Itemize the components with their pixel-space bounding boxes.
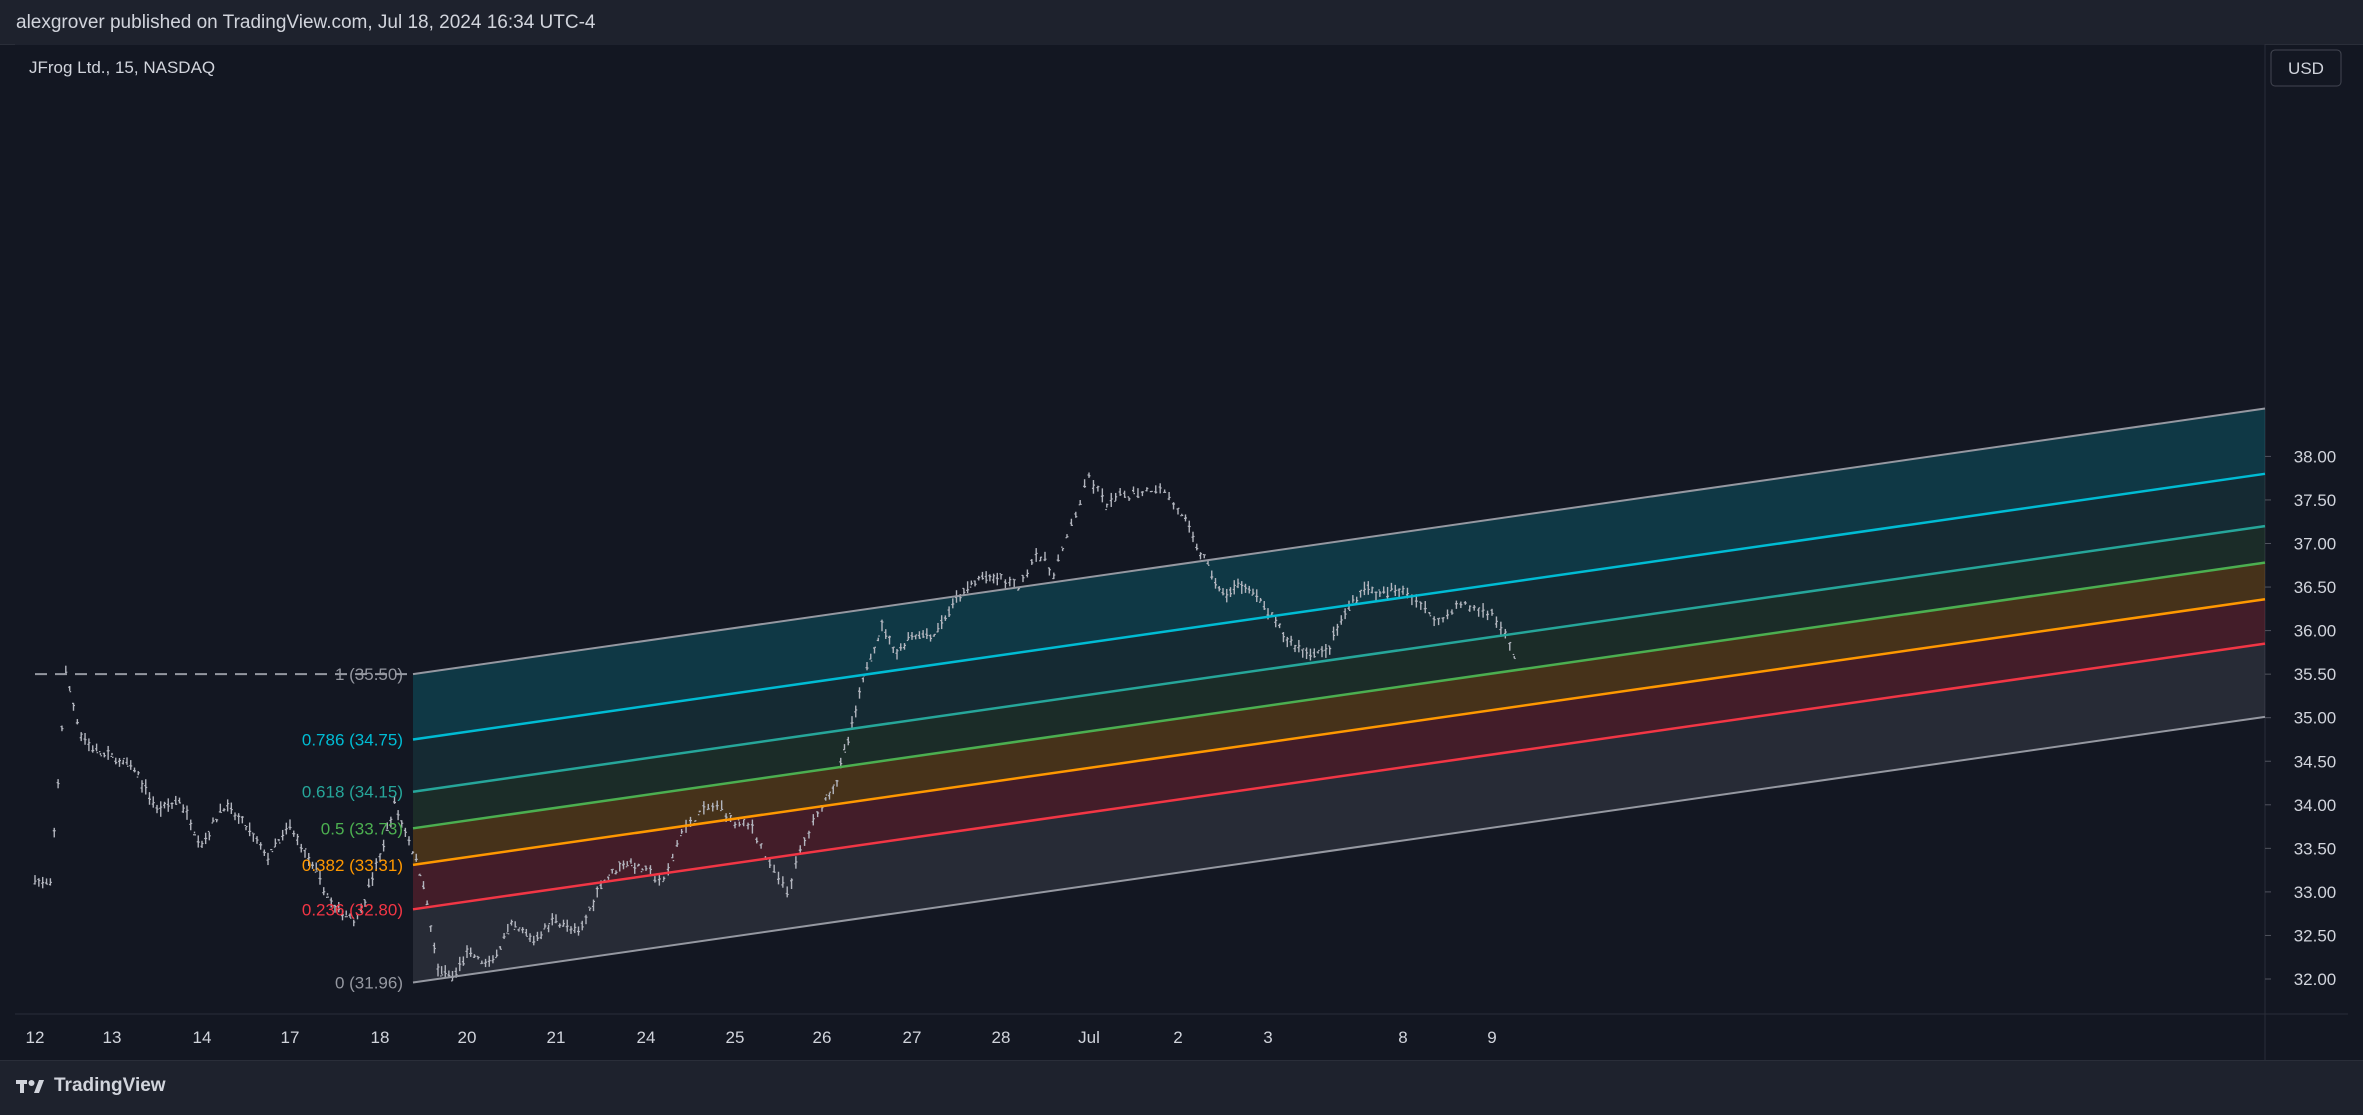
time-tick-label: 20 bbox=[458, 1028, 477, 1047]
fib-labels: 1 (35.50) 0.786 (34.75) 0.618 (34.15) 0.5 (… bbox=[302, 665, 403, 992]
tradingview-logo-icon bbox=[16, 1080, 44, 1093]
price-tick-label: 34.50 bbox=[2294, 752, 2337, 771]
price-tick-label: 36.00 bbox=[2294, 622, 2337, 641]
fib-level-label: 0.5 (33.73) bbox=[321, 819, 403, 838]
time-tick-label: 18 bbox=[371, 1028, 390, 1047]
plot-area[interactable] bbox=[15, 44, 2265, 1014]
currency-button[interactable]: USD bbox=[2270, 49, 2342, 87]
publish-header: alexgrover published on TradingView.com,… bbox=[0, 0, 2363, 45]
time-tick-label: 21 bbox=[547, 1028, 566, 1047]
time-tick-label: 12 bbox=[26, 1028, 45, 1047]
time-tick-label: 8 bbox=[1398, 1028, 1407, 1047]
price-bars bbox=[33, 472, 1516, 982]
fib-level-label: 0.382 (33.31) bbox=[302, 856, 403, 875]
time-tick-label: 13 bbox=[103, 1028, 122, 1047]
time-tick-label: 24 bbox=[637, 1028, 656, 1047]
fib-level-label: 0.236 (32.80) bbox=[302, 900, 403, 919]
price-tick-label: 37.50 bbox=[2294, 491, 2337, 510]
time-tick-label: 27 bbox=[903, 1028, 922, 1047]
price-tick-label: 37.00 bbox=[2294, 535, 2337, 554]
time-tick-label: 2 bbox=[1173, 1028, 1182, 1047]
time-tick-label: 14 bbox=[193, 1028, 212, 1047]
fib-lines[interactable] bbox=[35, 407, 2266, 984]
price-tick-label: 32.00 bbox=[2294, 970, 2337, 989]
price-tick-label: 34.00 bbox=[2294, 796, 2337, 815]
fib-level-line[interactable] bbox=[412, 642, 2266, 911]
time-tick-label: Jul bbox=[1078, 1028, 1100, 1047]
fib-level-line[interactable] bbox=[412, 598, 2266, 867]
fib-fills bbox=[413, 408, 2265, 983]
fib-level-label: 1 (35.50) bbox=[335, 665, 403, 684]
time-axis[interactable]: 12 13 14 17 18 20 21 24 25 26 27 28 Jul 2 3 8 9 bbox=[26, 1028, 1497, 1047]
fib-band-fill bbox=[413, 562, 2265, 865]
price-tick-label: 35.50 bbox=[2294, 665, 2337, 684]
price-tick-label: 33.50 bbox=[2294, 839, 2337, 858]
price-chart[interactable]: 1 (35.50) 0.786 (34.75) 0.618 (34.15) 0.5 (… bbox=[15, 44, 2348, 1060]
brand-name: TradingView bbox=[54, 1075, 166, 1096]
fib-level-line[interactable] bbox=[412, 472, 2266, 741]
price-tick-label: 33.00 bbox=[2294, 883, 2337, 902]
fib-band-fill bbox=[413, 643, 2265, 983]
time-tick-label: 9 bbox=[1487, 1028, 1496, 1047]
fib-level-label: 0.618 (34.15) bbox=[302, 783, 403, 802]
time-tick-label: 25 bbox=[726, 1028, 745, 1047]
time-tick-label: 3 bbox=[1263, 1028, 1272, 1047]
fib-level-line[interactable] bbox=[412, 715, 2266, 984]
currency-label: USD bbox=[2288, 59, 2324, 78]
price-tick-label: 36.50 bbox=[2294, 578, 2337, 597]
fib-level-label: 0.786 (34.75) bbox=[302, 730, 403, 749]
price-tick-label: 32.50 bbox=[2294, 926, 2337, 945]
price-axis[interactable]: 32.00 32.50 33.00 33.50 34.00 34.50 35.00 35.50… bbox=[2265, 447, 2336, 989]
fib-level-line[interactable] bbox=[412, 561, 2266, 830]
price-tick-label: 35.00 bbox=[2294, 709, 2337, 728]
time-tick-label: 17 bbox=[281, 1028, 300, 1047]
tradingview-brand[interactable]: TradingView bbox=[16, 1075, 166, 1097]
fib-band-fill bbox=[413, 599, 2265, 910]
fib-level-line[interactable] bbox=[412, 407, 2266, 676]
price-tick-label: 38.00 bbox=[2294, 447, 2337, 466]
time-tick-label: 26 bbox=[813, 1028, 832, 1047]
footer-bar: TradingView bbox=[0, 1060, 2363, 1115]
fib-level-line[interactable] bbox=[412, 524, 2266, 793]
chart-title: JFrog Ltd., 15, NASDAQ bbox=[29, 58, 215, 77]
time-tick-label: 28 bbox=[992, 1028, 1011, 1047]
fib-level-label: 0 (31.96) bbox=[335, 973, 403, 992]
fib-band-fill bbox=[413, 526, 2265, 829]
publish-info: alexgrover published on TradingView.com,… bbox=[16, 12, 596, 33]
fib-band-fill bbox=[413, 473, 2265, 792]
fib-band-fill bbox=[413, 408, 2265, 740]
